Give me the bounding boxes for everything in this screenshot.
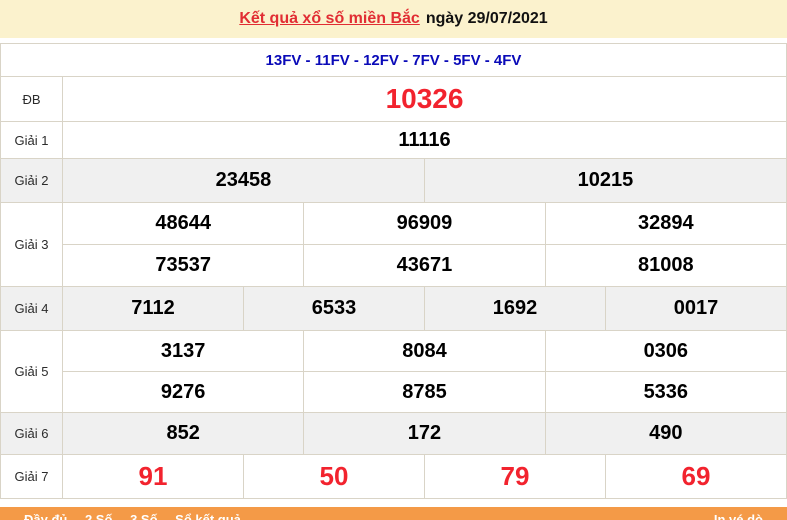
prize-value: 73537 [61, 244, 305, 287]
footer-link-so-ket-qua[interactable]: Sổ kết quả [175, 512, 241, 520]
prize-value: 81008 [544, 244, 787, 287]
prize-value: 11116 [62, 121, 787, 159]
prize-value: 6533 [242, 286, 425, 331]
prize-value: 0017 [604, 286, 787, 331]
prize-value: 8785 [303, 371, 546, 413]
prize-label-7: Giải 7 [0, 454, 63, 499]
prize-label-2: Giải 2 [0, 158, 63, 203]
prize-value: 32894 [544, 202, 787, 245]
prize-value: 172 [303, 412, 546, 455]
footer-link-3so[interactable]: 3 Số [130, 512, 158, 520]
prize-value: 10215 [423, 158, 787, 203]
prize-value: 48644 [61, 202, 305, 245]
footer-link-2so[interactable]: 2 Số [84, 512, 113, 520]
result-date: ngày 29/07/2021 [425, 10, 548, 27]
signature-codes: 13FV - 11FV - 12FV - 7FV - 5FV - 4FV [0, 43, 787, 77]
prize-value: 7112 [62, 286, 244, 331]
prize-value: 79 [423, 454, 606, 499]
prize-table: 13FV - 11FV - 12FV - 7FV - 5FV - 4FV ĐB … [0, 43, 787, 499]
prize-label-4: Giải 4 [0, 286, 63, 331]
prize-value: 0306 [544, 330, 787, 372]
prize-value: 1692 [423, 286, 606, 331]
footer-link-full[interactable]: Đầy đủ [24, 512, 68, 520]
prize-label-db: ĐB [0, 76, 63, 122]
prize-value: 43671 [303, 244, 546, 287]
prize-value: 3137 [61, 330, 305, 372]
footer-links: Đầy đủ 2 Số 3 Số Sổ kết quả [24, 512, 255, 520]
prize-value: 8084 [303, 330, 546, 372]
prize-label-1: Giải 1 [0, 121, 63, 159]
prize-value: 23458 [62, 158, 425, 203]
prize-row-2: Giải 2 23458 10215 [0, 158, 787, 203]
prize-row-4: Giải 4 7112 6533 1692 0017 [0, 286, 787, 331]
prize-row-1: Giải 1 11116 [0, 121, 787, 159]
prize-row-5b: 9276 8785 5336 [1, 371, 787, 413]
prize-row-3b: 73537 43671 81008 [1, 244, 787, 287]
result-title-link[interactable]: Kết quả xổ số miền Bắc [239, 10, 420, 27]
prize-value: 852 [61, 412, 305, 455]
prize-value: 9276 [61, 371, 305, 413]
prize-row-5a: Giải 5 3137 8084 0306 [0, 330, 787, 413]
footer-bar: Đầy đủ 2 Số 3 Số Sổ kết quả In vé dò [0, 507, 787, 520]
prize-value-db: 10326 [62, 76, 787, 122]
prize-label-5: Giải 5 [0, 330, 63, 413]
prize-value: 5336 [544, 371, 787, 413]
prize-row-6: Giải 6 852 172 490 [0, 412, 787, 455]
footer-link-print[interactable]: In vé dò [713, 512, 763, 520]
prize-value: 490 [544, 412, 787, 455]
prize-value: 50 [242, 454, 425, 499]
header-bar: Kết quả xổ số miền Bắc ngày 29/07/2021 [0, 0, 787, 38]
prize-value: 91 [62, 454, 244, 499]
prize-row-7: Giải 7 91 50 79 69 [0, 454, 787, 499]
prize-label-6: Giải 6 [0, 412, 63, 455]
prize-value: 69 [604, 454, 787, 499]
prize-label-3: Giải 3 [0, 202, 63, 287]
signature-row: 13FV - 11FV - 12FV - 7FV - 5FV - 4FV [0, 43, 787, 77]
prize-row-3a: Giải 3 48644 96909 32894 [0, 202, 787, 287]
prize-row-special: ĐB 10326 [0, 76, 787, 122]
prize-value: 96909 [303, 202, 546, 245]
